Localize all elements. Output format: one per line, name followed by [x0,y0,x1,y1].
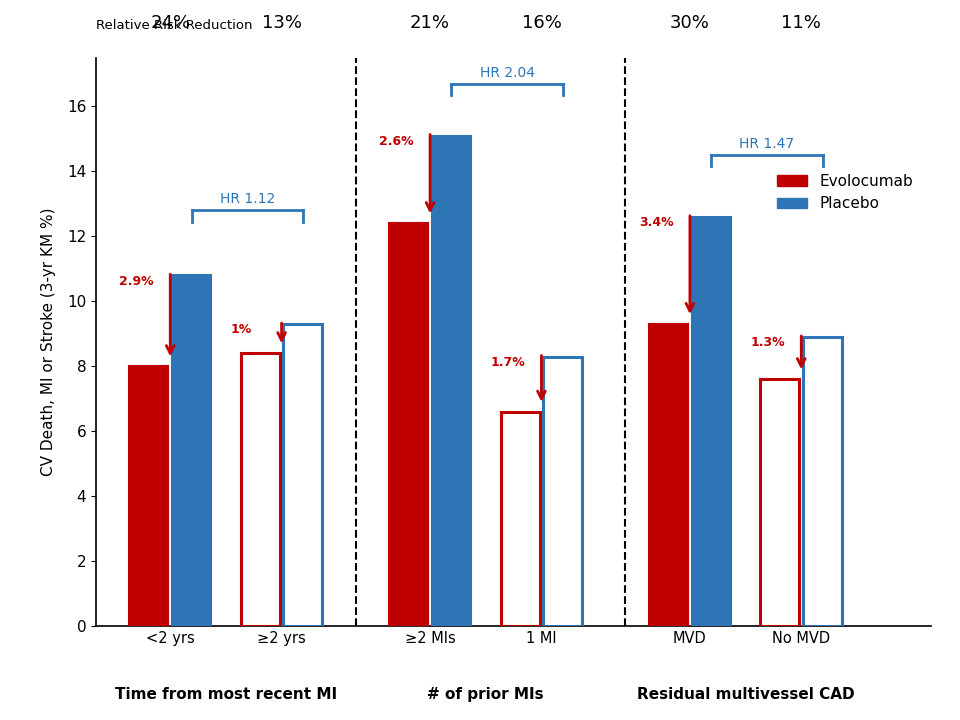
Text: 3.4%: 3.4% [638,216,674,229]
Bar [172,275,211,626]
Text: 1%: 1% [230,323,252,336]
Bar [500,412,540,626]
Bar [692,217,731,626]
Text: 21%: 21% [410,14,450,32]
Text: 13%: 13% [261,14,301,32]
Text: 16%: 16% [521,14,562,32]
Bar [804,337,842,626]
Bar [241,354,279,626]
Text: 2.6%: 2.6% [379,135,414,148]
Bar [760,379,800,626]
Text: 11%: 11% [781,14,821,32]
Legend: Evolocumab, Placebo: Evolocumab, Placebo [771,168,920,217]
Text: Time from most recent MI: Time from most recent MI [115,687,337,701]
Text: 1.3%: 1.3% [750,336,785,349]
Text: Residual multivessel CAD: Residual multivessel CAD [636,687,854,701]
Bar [432,135,471,626]
Y-axis label: CV Death, MI or Stroke (3-yr KM %): CV Death, MI or Stroke (3-yr KM %) [40,208,56,476]
Bar [389,223,428,626]
Text: HR 1.12: HR 1.12 [220,192,275,207]
Text: 30%: 30% [670,14,709,32]
Bar [283,324,323,626]
Bar [130,366,168,626]
Text: 2.9%: 2.9% [119,275,154,288]
Text: HR 1.47: HR 1.47 [739,138,795,151]
Bar [543,356,583,626]
Text: 1.7%: 1.7% [491,356,525,369]
Text: # of prior MIs: # of prior MIs [427,687,544,701]
Text: HR 2.04: HR 2.04 [480,66,535,80]
Text: 24%: 24% [150,14,190,32]
Bar [649,324,688,626]
Text: Relative Risk Reduction: Relative Risk Reduction [96,19,252,32]
